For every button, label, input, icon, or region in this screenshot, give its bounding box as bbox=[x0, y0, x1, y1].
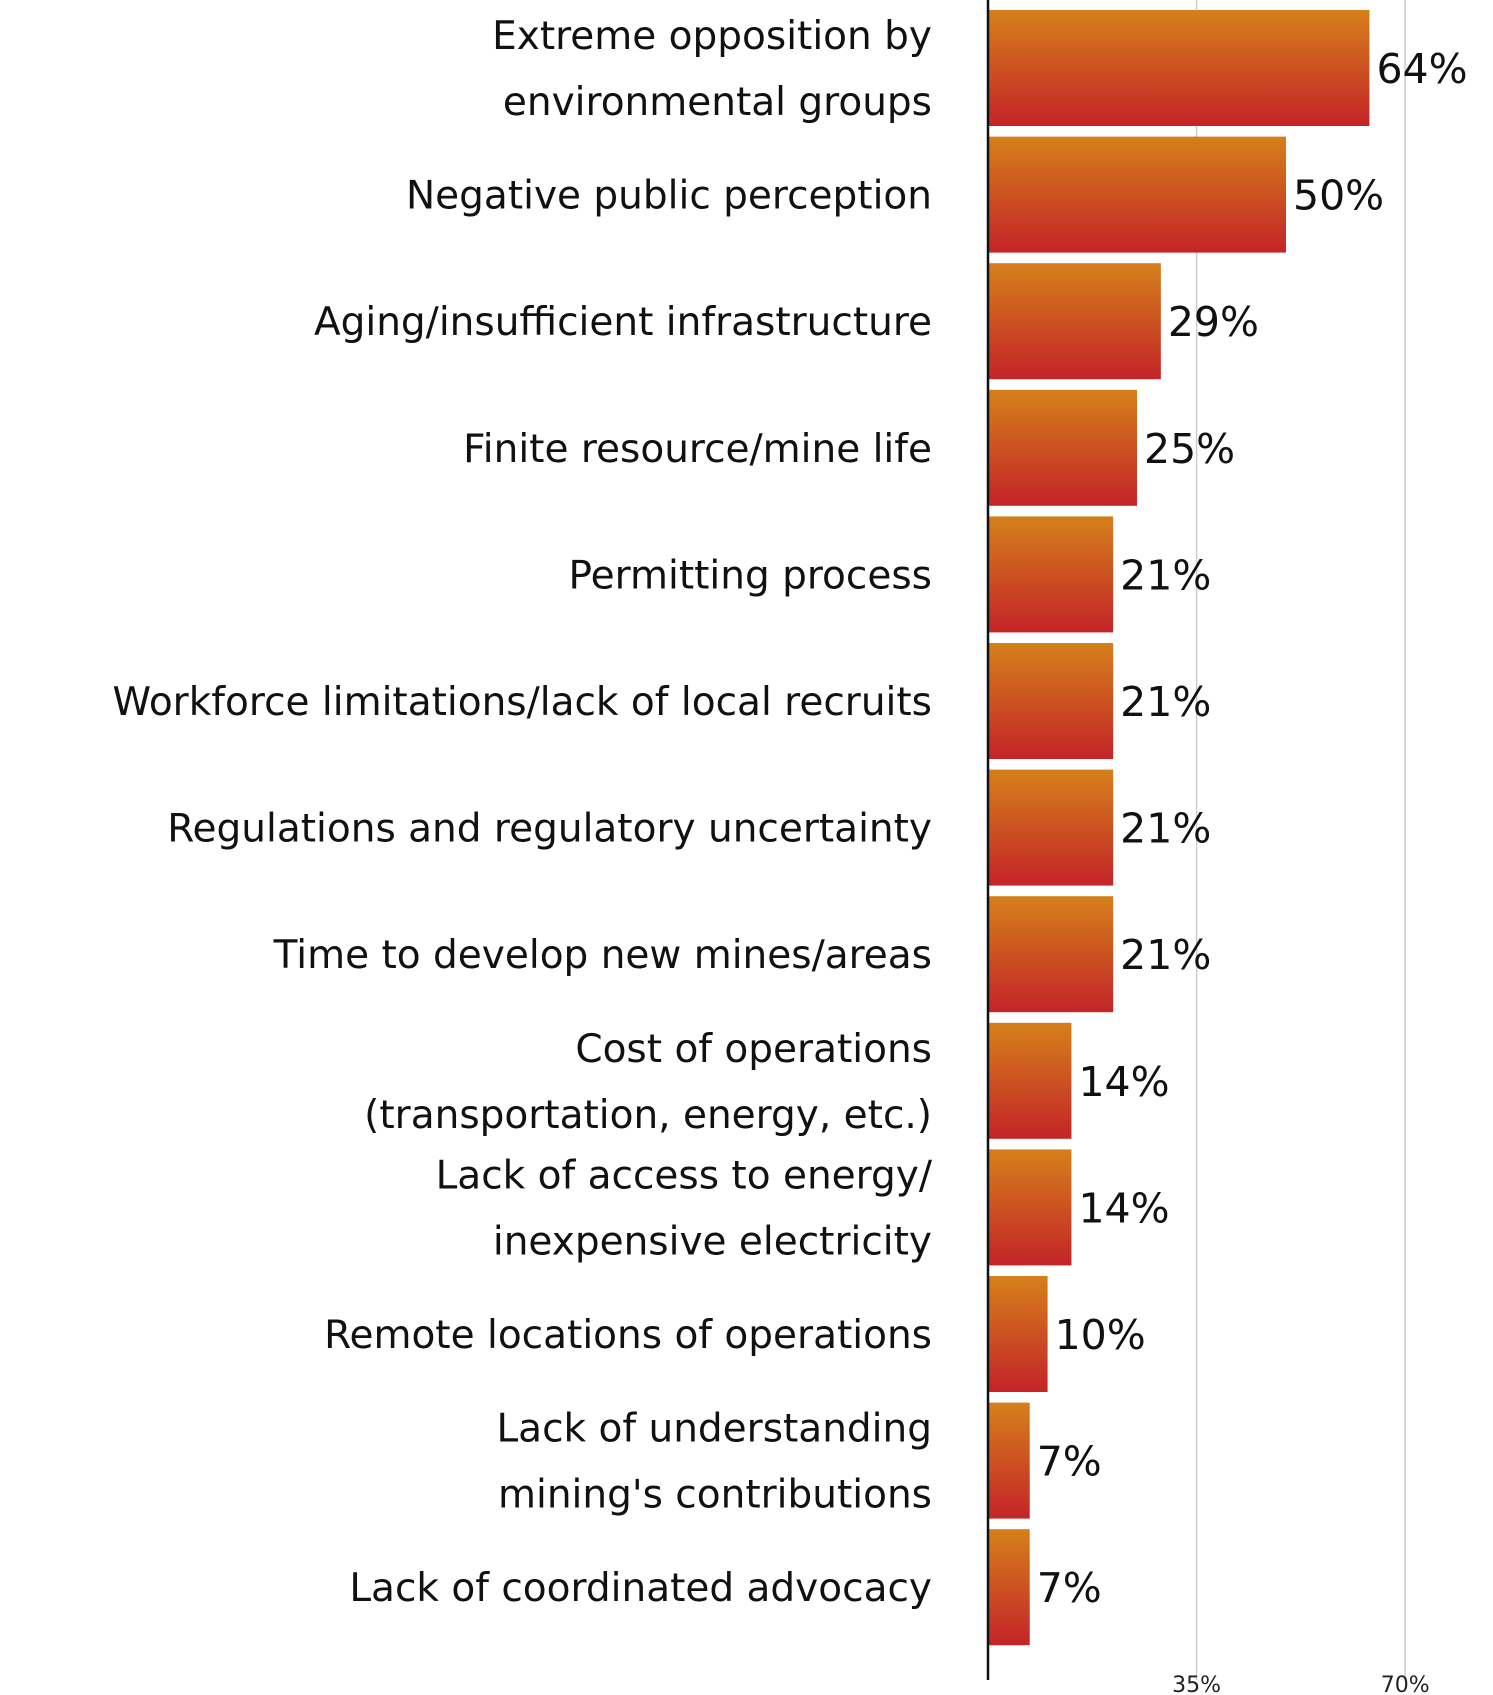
category-label: Cost of operations (transportation, energ… bbox=[364, 1027, 932, 1138]
value-label: 7% bbox=[1037, 1438, 1102, 1486]
value-label: 21% bbox=[1120, 678, 1211, 726]
category-label: Lack of access to energy/inexpensive ele… bbox=[436, 1153, 933, 1264]
value-label: 50% bbox=[1293, 172, 1384, 220]
value-label: 29% bbox=[1168, 298, 1259, 346]
category-label: Aging/insufficient infrastructure bbox=[314, 300, 932, 345]
value-label: 21% bbox=[1120, 551, 1211, 599]
value-label: 25% bbox=[1144, 425, 1235, 473]
bar bbox=[988, 769, 1114, 886]
bar bbox=[988, 1149, 1072, 1266]
bars bbox=[988, 10, 1370, 1646]
bar bbox=[988, 896, 1114, 1013]
category-label: Regulations and regulatory uncertainty bbox=[167, 807, 932, 852]
category-label: Extreme opposition by environmental group… bbox=[492, 14, 932, 125]
category-label: Permitting process bbox=[569, 553, 932, 598]
bar bbox=[988, 516, 1114, 633]
grid-lines bbox=[1195, 0, 1406, 1680]
bar bbox=[988, 1402, 1030, 1519]
category-label: Lack of understanding mining's contributi… bbox=[496, 1407, 932, 1518]
category-labels: Extreme opposition by environmental group… bbox=[113, 14, 933, 1611]
value-labels: 64% 50% 29% 25% 21% 21% 21% 21% 14% 14% 10% 7% 7% bbox=[1037, 45, 1468, 1612]
value-label: 14% bbox=[1078, 1184, 1169, 1232]
bar bbox=[988, 643, 1114, 759]
bar bbox=[988, 136, 1286, 253]
bar bbox=[988, 1529, 1030, 1646]
value-label: 10% bbox=[1055, 1311, 1146, 1359]
category-label: Remote locations of operations bbox=[324, 1313, 932, 1358]
bar bbox=[988, 10, 1370, 126]
value-label: 21% bbox=[1120, 805, 1211, 853]
bar bbox=[988, 1022, 1072, 1139]
value-label: 64% bbox=[1376, 45, 1467, 93]
bar bbox=[988, 1276, 1048, 1392]
category-label: Negative public perception bbox=[406, 174, 932, 219]
category-label: Time to develop new mines/areas bbox=[273, 933, 932, 978]
x-tick-labels: 35% 70% bbox=[1172, 1673, 1430, 1695]
value-label: 14% bbox=[1078, 1058, 1169, 1106]
category-label: Finite resource/mine life bbox=[463, 427, 932, 472]
category-label: Workforce limitations/lack of local recr… bbox=[113, 680, 932, 725]
value-label: 7% bbox=[1037, 1564, 1102, 1612]
value-label: 21% bbox=[1120, 931, 1211, 979]
x-tick-label: 70% bbox=[1381, 1673, 1430, 1695]
bar bbox=[988, 389, 1137, 506]
category-label: Lack of coordinated advocacy bbox=[349, 1566, 932, 1611]
bar bbox=[988, 263, 1161, 380]
x-tick-label: 35% bbox=[1172, 1673, 1221, 1695]
